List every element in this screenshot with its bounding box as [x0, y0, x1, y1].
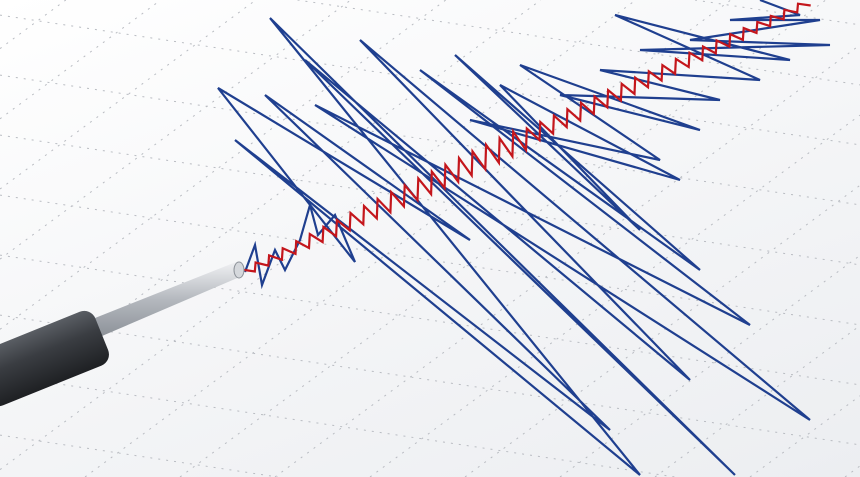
pen — [0, 261, 245, 407]
grid-line — [0, 434, 278, 477]
pen-tip — [233, 261, 245, 279]
grid-line — [0, 0, 67, 50]
grid-line — [179, 0, 827, 477]
seismic-trace-blue — [217, 0, 831, 476]
grid-line — [749, 395, 860, 477]
grid-line — [694, 0, 860, 26]
grid-line — [0, 74, 860, 206]
grid-line — [0, 14, 860, 146]
pen-rod — [95, 262, 242, 336]
grid-line — [0, 314, 860, 446]
pen-body — [0, 310, 109, 407]
grid-line — [274, 44, 860, 477]
grid-line — [0, 194, 860, 326]
grid-line — [844, 465, 860, 477]
grid-line — [0, 374, 676, 477]
grid-line — [0, 254, 860, 386]
grid-line — [464, 184, 860, 477]
grid-line — [84, 0, 732, 477]
grid-line — [0, 0, 352, 260]
grid-line — [0, 0, 257, 190]
grid-line — [654, 325, 860, 477]
grid-line — [0, 0, 162, 120]
seismic-trace-red — [241, 2, 811, 273]
grid-line — [0, 134, 860, 266]
